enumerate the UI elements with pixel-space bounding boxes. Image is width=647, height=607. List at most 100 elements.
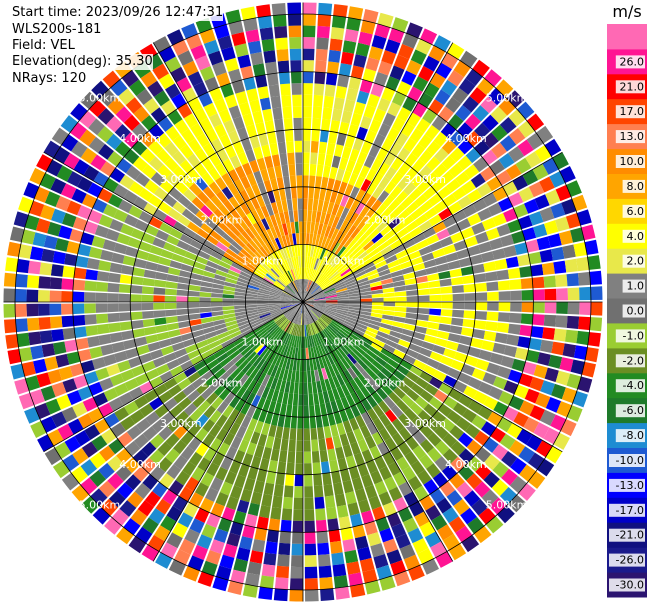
radar-gate <box>309 323 314 336</box>
radar-gate <box>307 280 313 292</box>
radar-gate <box>88 246 103 259</box>
radar-gate <box>354 270 366 279</box>
radar-gate <box>243 477 256 492</box>
radar-gate <box>286 310 296 320</box>
radar-gate <box>350 583 366 598</box>
radar-gate <box>442 433 458 448</box>
radar-gate <box>172 150 186 165</box>
radar-gate <box>286 141 295 154</box>
radar-gate <box>284 321 292 332</box>
radar-gate <box>222 306 235 311</box>
radar-gate <box>374 456 387 470</box>
radar-gate <box>145 261 159 271</box>
radar-gate <box>233 302 246 306</box>
radar-gate <box>317 345 324 357</box>
radar-gate <box>272 14 287 27</box>
radar-gate <box>85 269 98 281</box>
radar-gate <box>123 114 140 131</box>
radar-gate <box>69 228 84 243</box>
radar-gate <box>407 86 423 102</box>
radar-gate <box>216 72 231 87</box>
radar-gate <box>348 290 360 295</box>
radar-gate <box>312 288 323 296</box>
radar-gate <box>294 268 299 280</box>
radar-gate <box>148 156 164 171</box>
radar-gate <box>416 314 429 321</box>
radar-gate <box>380 278 393 285</box>
radar-gate <box>193 233 206 245</box>
radar-gate <box>402 376 415 389</box>
radar-gate <box>365 244 378 255</box>
radar-gate <box>40 204 55 221</box>
radar-gate <box>454 351 468 363</box>
radar-gate <box>51 382 67 397</box>
radar-gate <box>511 230 526 244</box>
radar-gate <box>235 205 246 219</box>
radar-gate <box>66 351 81 365</box>
radar-gate <box>485 227 500 241</box>
radar-gate <box>323 286 335 293</box>
radar-gate <box>361 398 372 412</box>
radar-gate <box>282 392 289 405</box>
radar-gate <box>220 256 233 266</box>
radar-gate <box>165 316 178 324</box>
radar-gate <box>222 289 235 295</box>
radar-gate <box>334 314 346 321</box>
radar-gate <box>209 87 224 102</box>
radar-gate <box>370 82 385 98</box>
radar-gate <box>289 175 297 188</box>
radar-gate <box>317 223 324 236</box>
radar-gate <box>260 261 271 272</box>
radar-gate <box>450 231 464 244</box>
radar-gate <box>511 358 526 372</box>
radar-gate <box>199 307 212 313</box>
radar-gate <box>472 198 488 212</box>
radar-gate <box>194 508 210 523</box>
radar-gate <box>353 101 366 116</box>
radar-gate <box>254 420 264 434</box>
radar-gate <box>335 168 345 182</box>
radar-gate <box>223 392 236 405</box>
ring-label: 3.00km <box>404 417 446 430</box>
radar-gate <box>361 449 374 463</box>
radar-gate <box>260 168 270 182</box>
radar-gate <box>303 290 305 302</box>
radar-gate <box>349 242 360 253</box>
radar-gate <box>191 215 204 228</box>
radar-gate <box>300 302 303 314</box>
radar-gate <box>328 529 341 543</box>
radar-gate <box>310 140 319 153</box>
radar-gate <box>269 306 281 311</box>
radar-gate <box>210 502 225 518</box>
radar-gate <box>117 431 133 447</box>
radar-gate <box>331 155 341 169</box>
radar-gate <box>349 302 361 305</box>
radar-gate <box>236 499 250 514</box>
radar-gate <box>357 233 368 245</box>
radar-gate <box>282 247 289 259</box>
radar-gate <box>73 159 90 176</box>
radar-gate <box>192 395 206 408</box>
radar-gate <box>305 589 319 602</box>
radar-gate <box>576 330 590 346</box>
radar-gate <box>307 210 312 222</box>
radar-gate <box>555 370 571 386</box>
radar-gate <box>103 387 119 402</box>
radar-gate <box>403 182 417 196</box>
radar-gate <box>484 69 502 87</box>
radar-gate <box>398 427 412 442</box>
radar-gate <box>233 449 246 464</box>
radar-gate <box>270 310 282 317</box>
radar-gate <box>208 50 223 66</box>
radar-gate <box>299 371 303 383</box>
radar-gate <box>285 234 291 247</box>
radar-gate <box>133 106 150 123</box>
radar-gate <box>160 515 177 532</box>
ring-labels: 1.00km1.00km1.00km1.00km2.00km2.00km2.00… <box>79 91 528 511</box>
radar-gate <box>156 331 170 341</box>
radar-gate <box>464 235 478 248</box>
radar-gate <box>246 290 258 295</box>
radar-gate <box>169 335 183 345</box>
radar-gate <box>166 418 181 433</box>
radar-gate <box>332 319 343 327</box>
